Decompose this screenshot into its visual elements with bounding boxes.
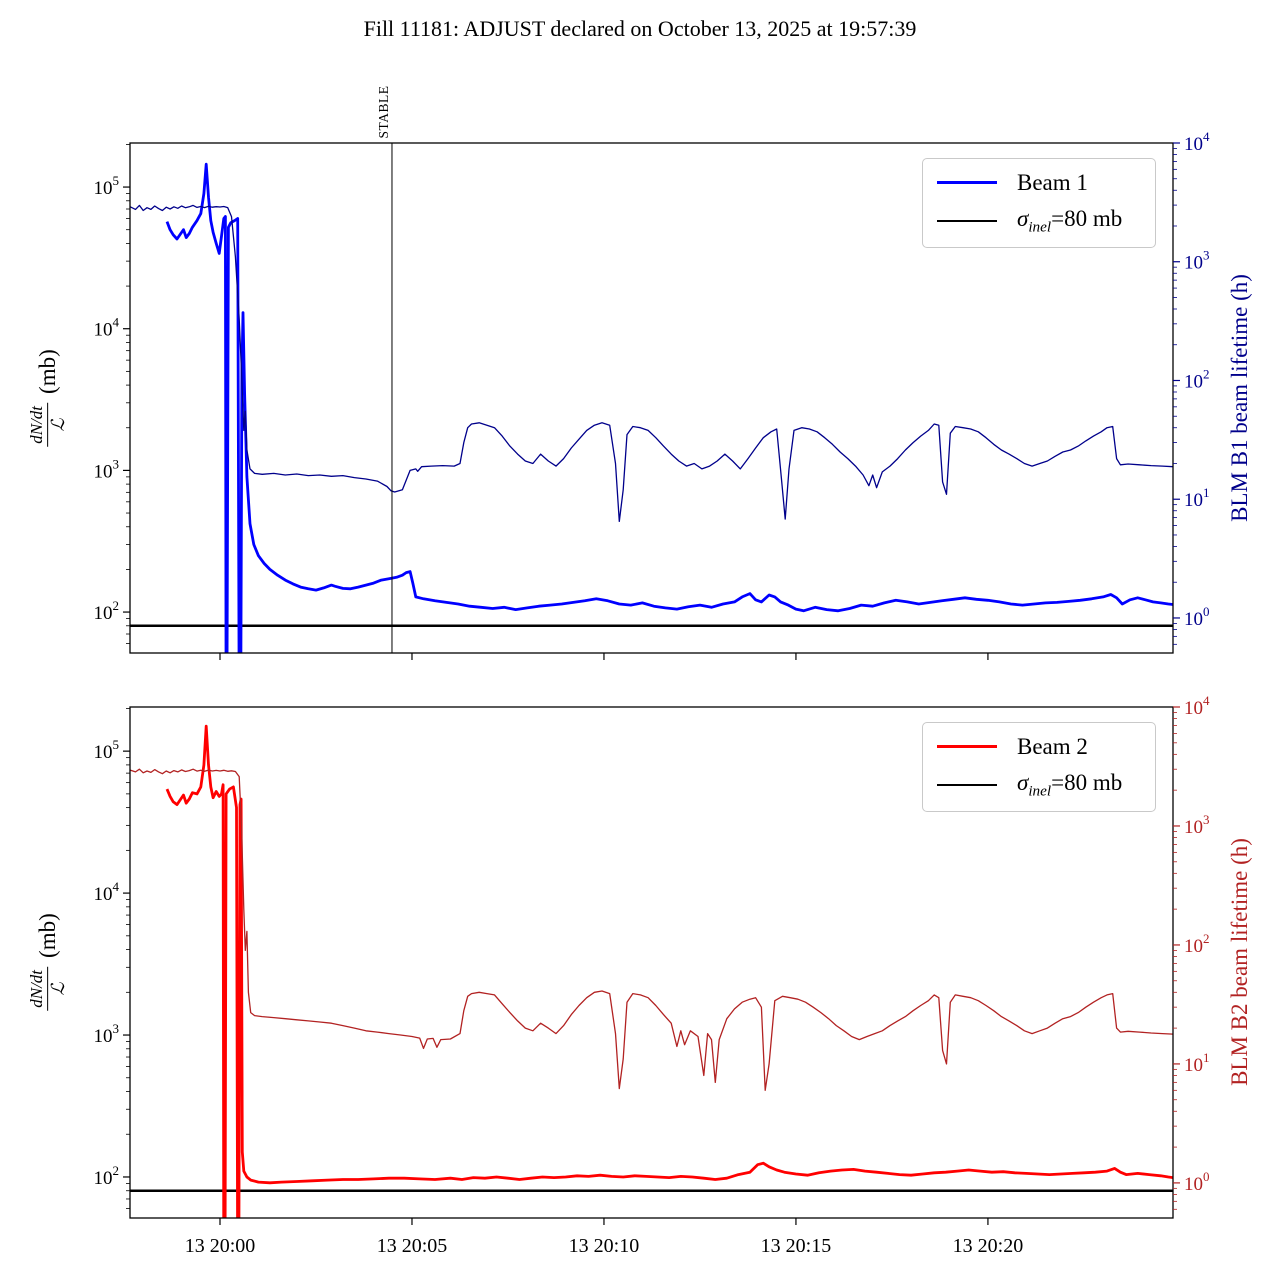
beam2-legend-label: Beam 2 [1017, 733, 1088, 759]
legend-item-beam2: Beam 2 [923, 734, 1155, 760]
dndt-over-lumi-fraction: dN/dt ℒ [27, 966, 68, 1011]
sigma-legend-line [937, 784, 997, 786]
beam1-curve [165, 162, 1173, 653]
right-axis-tick-label: 102 [1184, 366, 1210, 392]
panel-border [129, 706, 1174, 1219]
dndt-over-lumi-fraction: dN/dt ℒ [27, 402, 68, 447]
blm-b2-curve [130, 768, 1173, 1091]
y-axis-label-right-top: BLM B1 beam lifetime (h) [1227, 274, 1252, 522]
left-axis-tick-label: 105 [94, 737, 120, 763]
right-axis-tick-label: 100 [1184, 604, 1210, 630]
sigma-legend-line [937, 220, 997, 222]
right-axis-tick-label: 101 [1184, 1050, 1210, 1076]
left-axis-tick-label: 103 [94, 1021, 120, 1047]
stable-annotation-label: STABLE [376, 85, 391, 139]
blm-b1-curve [130, 204, 1173, 523]
legend-top: Beam 1 σinel=80 mb [922, 158, 1156, 248]
legend-bottom: Beam 2 σinel=80 mb [922, 722, 1156, 812]
left-axis-tick-label: 104 [94, 315, 120, 341]
y-axis-label-left-top: dN/dt ℒ (mb) [27, 349, 68, 447]
left-axis-tick-label: 102 [94, 598, 120, 624]
beam2-legend-line [937, 745, 997, 749]
x-axis-tick-label: 13 20:05 [377, 1235, 448, 1257]
beam2-curve [165, 724, 1173, 1218]
legend-item-sigma-top: σinel=80 mb [923, 206, 1155, 237]
x-axis-tick-label: 13 20:10 [569, 1235, 640, 1257]
panel-border [129, 142, 1174, 654]
x-axis-tick-label: 13 20:15 [761, 1235, 832, 1257]
x-axis-tick-label: 13 20:20 [953, 1235, 1024, 1257]
left-axis-tick-label: 103 [94, 456, 120, 482]
legend-item-sigma-bottom: σinel=80 mb [923, 770, 1155, 801]
left-axis-tick-label: 105 [94, 173, 120, 199]
right-axis-tick-label: 102 [1184, 931, 1210, 957]
right-axis-tick-label: 103 [1184, 248, 1210, 274]
right-axis-tick-label: 100 [1184, 1169, 1210, 1195]
right-axis-tick-label: 103 [1184, 812, 1210, 838]
sigma-legend-label: σinel=80 mb [1017, 205, 1123, 236]
left-axis-tick-label: 104 [94, 879, 120, 905]
beam1-legend-label: Beam 1 [1017, 169, 1088, 195]
figure-title: Fill 11181: ADJUST declared on October 1… [363, 16, 917, 41]
right-axis-tick-label: 101 [1184, 485, 1210, 511]
left-axis-tick-label: 102 [94, 1163, 120, 1189]
y-axis-label-left-bottom: dN/dt ℒ (mb) [27, 913, 68, 1011]
x-axis-tick-label: 13 20:00 [185, 1235, 256, 1257]
beam1-legend-line [937, 181, 997, 185]
sigma-legend-label: σinel=80 mb [1017, 769, 1123, 800]
right-axis-tick-label: 104 [1184, 129, 1210, 155]
legend-item-beam1: Beam 1 [923, 170, 1155, 196]
y-axis-label-right-bottom: BLM B2 beam lifetime (h) [1227, 838, 1252, 1086]
right-axis-tick-label: 104 [1184, 693, 1210, 719]
